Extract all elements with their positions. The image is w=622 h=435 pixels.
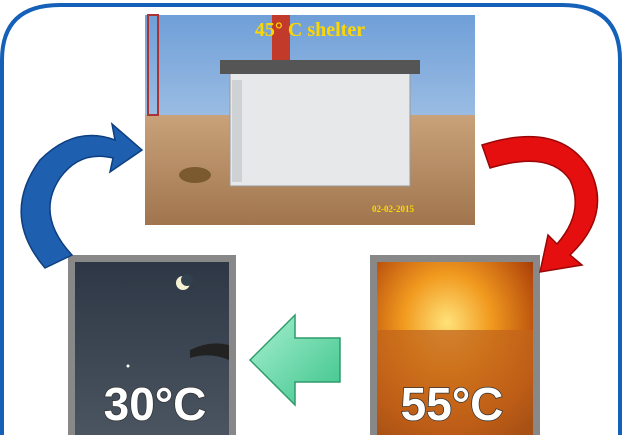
red-arrow <box>481 135 599 273</box>
frame-border <box>0 3 622 435</box>
shelter-photo: 45° C shelter 02-02-2015 <box>145 14 475 225</box>
night-temperature: 30°C <box>104 378 207 430</box>
night-photo: 30°C <box>68 255 236 435</box>
green-arrow <box>248 313 341 407</box>
photo-caption: 45° C shelter <box>255 19 365 41</box>
day-temperature: 55°C <box>401 378 504 430</box>
photo-date: 02-02-2015 <box>372 204 414 214</box>
day-photo: 55°C <box>370 255 540 435</box>
blue-arrow <box>20 122 144 269</box>
